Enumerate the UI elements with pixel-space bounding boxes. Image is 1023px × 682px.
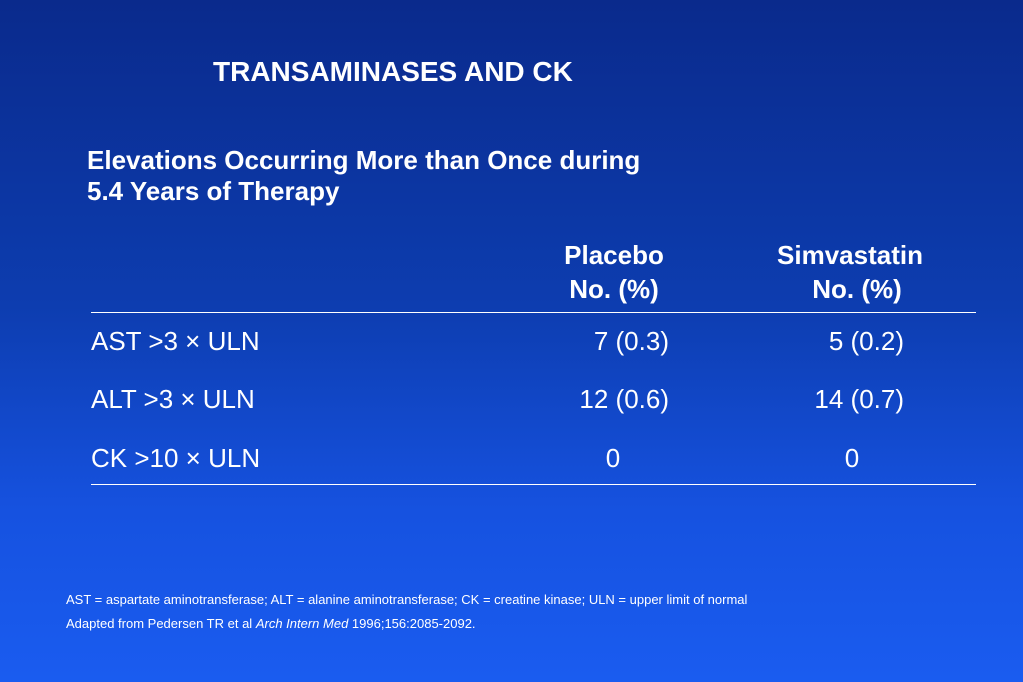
abbreviations-footnote: AST = aspartate aminotransferase; ALT = … xyxy=(66,592,748,607)
placebo-value: 7 (0.3) xyxy=(593,326,669,356)
column-header-simvastatin: Simvastatin No. (%) xyxy=(750,238,950,306)
table-row: AST >3 × ULN 7 (0.3) 5 (0.2) xyxy=(0,326,1023,360)
table-bottom-rule xyxy=(91,484,976,485)
placebo-value: 12 (0.6) xyxy=(579,384,669,414)
column-header-placebo: Placebo No. (%) xyxy=(531,238,697,306)
source-journal: Arch Intern Med xyxy=(255,616,349,631)
subtitle-line-2: 5.4 Years of Therapy xyxy=(87,176,340,206)
subtitle-line-1: Elevations Occurring More than Once duri… xyxy=(87,145,641,175)
row-label: CK >10 × ULN xyxy=(91,443,261,473)
row-label: AST >3 × ULN xyxy=(91,326,260,356)
slide-subtitle: Elevations Occurring More than Once duri… xyxy=(87,145,640,207)
source-prefix: Adapted from Pedersen TR et al xyxy=(66,616,256,631)
column-header-placebo-unit: No. (%) xyxy=(569,274,659,304)
simvastatin-value: 14 (0.7) xyxy=(814,384,904,414)
simvastatin-value: 0 xyxy=(844,443,860,473)
column-header-simvastatin-unit: No. (%) xyxy=(812,274,902,304)
row-label: ALT >3 × ULN xyxy=(91,384,255,414)
slide-title: TRANSAMINASES AND CK xyxy=(213,56,573,87)
table-row: CK >10 × ULN 0 0 xyxy=(0,443,1023,477)
source-footnote: Adapted from Pedersen TR et al Arch Inte… xyxy=(66,616,476,631)
simvastatin-value: 5 (0.2) xyxy=(828,326,904,356)
table-row: ALT >3 × ULN 12 (0.6) 14 (0.7) xyxy=(0,384,1023,418)
source-suffix: 1996;156:2085-2092. xyxy=(348,616,476,631)
placebo-value: 0 xyxy=(605,443,621,473)
column-header-simvastatin-name: Simvastatin xyxy=(777,240,923,270)
table-top-rule xyxy=(91,312,976,313)
column-header-placebo-name: Placebo xyxy=(564,240,664,270)
